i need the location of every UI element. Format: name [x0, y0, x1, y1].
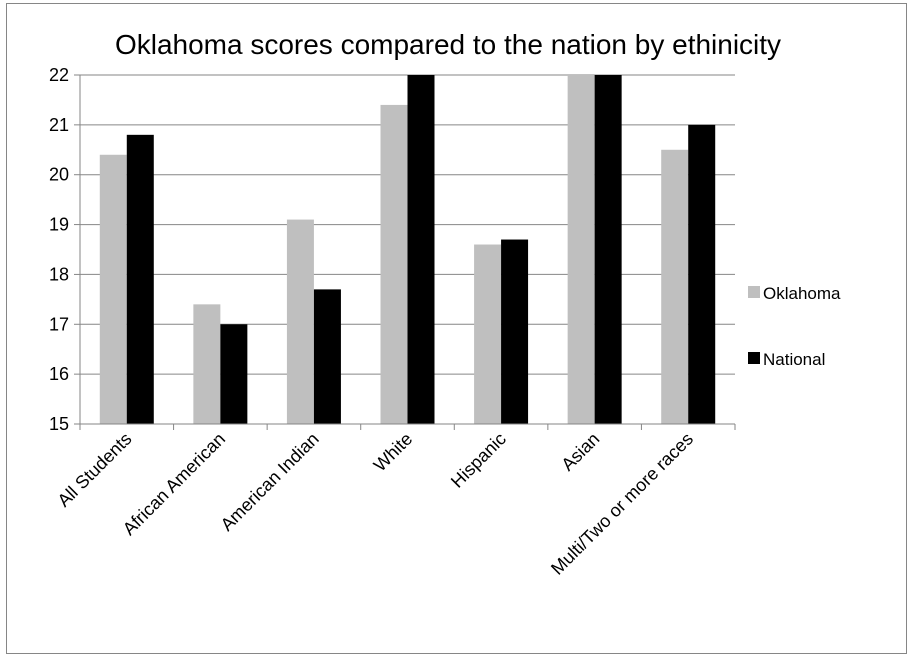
bar-national-4 — [501, 239, 529, 424]
y-tick-label: 20 — [49, 165, 69, 185]
y-tick-label: 15 — [49, 414, 69, 434]
y-tick-label: 21 — [49, 115, 69, 135]
bar-oklahoma-5 — [567, 75, 595, 424]
bar-national-3 — [407, 75, 435, 424]
legend: Oklahoma National — [748, 284, 841, 369]
x-tick-label: American Indian — [217, 429, 323, 535]
bar-oklahoma-4 — [474, 244, 502, 424]
x-tick-label: Asian — [557, 429, 603, 475]
legend-label-national: National — [763, 350, 825, 369]
x-tick-label: All Students — [54, 429, 136, 511]
legend-label-oklahoma: Oklahoma — [763, 284, 841, 303]
bar-national-6 — [688, 124, 716, 424]
x-tick-label: White — [370, 429, 417, 476]
y-tick-label: 16 — [49, 364, 69, 384]
bar-national-2 — [313, 289, 341, 424]
bar-oklahoma-6 — [661, 149, 689, 425]
y-tick-label: 17 — [49, 314, 69, 334]
bar-national-0 — [126, 134, 154, 425]
x-tick-label: African American — [119, 429, 229, 539]
y-tick-label: 18 — [49, 264, 69, 284]
chart-title: Oklahoma scores compared to the nation b… — [115, 29, 781, 60]
bar-oklahoma-2 — [286, 219, 314, 424]
chart-frame — [6, 3, 907, 654]
y-tick-label: 22 — [49, 65, 69, 85]
bar-national-5 — [594, 75, 622, 424]
legend-swatch-national — [748, 352, 760, 364]
bar-oklahoma-0 — [99, 154, 127, 424]
y-tick-label: 19 — [49, 215, 69, 235]
bar-oklahoma-3 — [380, 104, 408, 425]
bar-national-1 — [220, 324, 248, 424]
legend-swatch-oklahoma — [748, 286, 760, 298]
bar-oklahoma-1 — [193, 304, 221, 424]
x-tick-label: Hispanic — [447, 429, 510, 492]
bars — [99, 75, 716, 425]
